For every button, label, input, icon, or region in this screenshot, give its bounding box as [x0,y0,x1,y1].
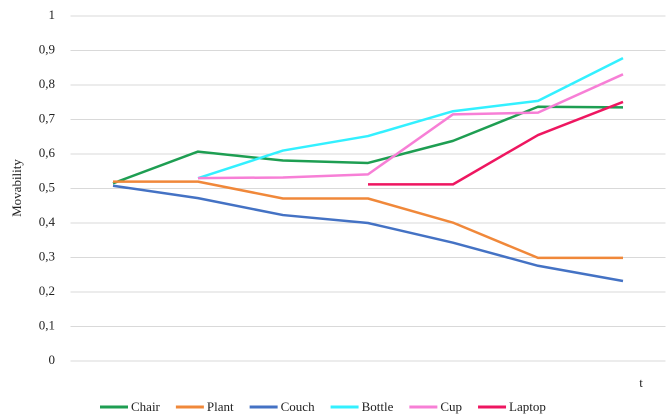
legend-label: Couch [281,399,315,414]
y-tick-label: 1 [49,7,56,22]
y-tick-label: 0,3 [39,248,55,263]
series-line [197,73,624,180]
series-line [197,56,624,180]
y-tick-label: 0 [49,352,56,367]
legend-label: Plant [207,399,234,414]
series-line [112,105,624,185]
x-axis-label: t [639,375,643,390]
series-line [113,180,623,260]
y-tick-label: 0,9 [39,41,55,56]
series-line [112,184,624,283]
y-axis-label: Movability [9,159,24,217]
series-line [368,100,624,186]
legend-label: Cup [440,399,462,414]
legend-label: Chair [131,399,161,414]
legend-label: Bottle [362,399,394,414]
y-tick-label: 0,4 [39,214,56,229]
y-tick-label: 0,6 [39,145,56,160]
y-tick-label: 0,2 [39,283,55,298]
y-tick-label: 0,8 [39,76,55,91]
y-tick-label: 0,1 [39,317,55,332]
legend-label: Laptop [509,399,546,414]
y-tick-label: 0,5 [39,179,55,194]
y-tick-label: 0,7 [39,110,56,125]
